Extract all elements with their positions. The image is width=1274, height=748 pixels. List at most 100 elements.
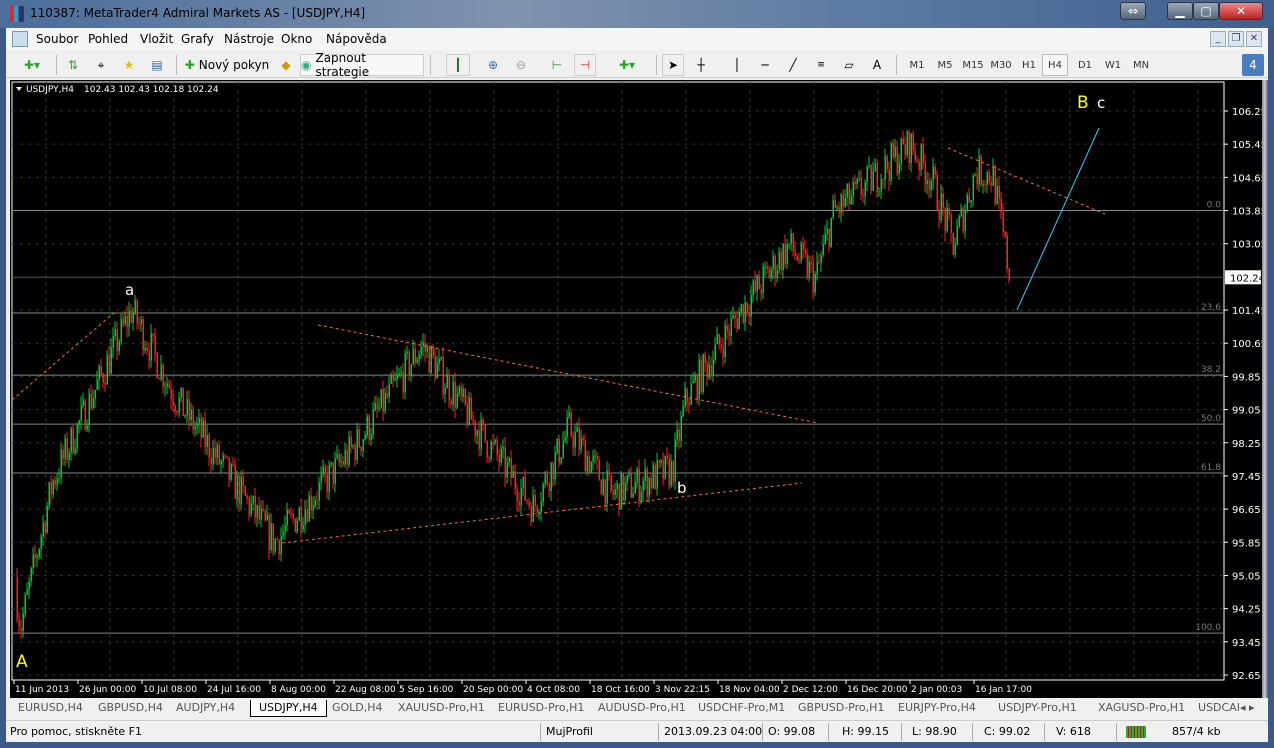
new-order-button[interactable]: ✚ Nový pokyn [184, 58, 270, 72]
zoom-in-icon[interactable]: ⊕ [487, 58, 499, 72]
resize-button[interactable]: ⇔ [1120, 2, 1146, 20]
horizontal-line-icon[interactable]: ─ [761, 58, 769, 72]
chart-tab[interactable]: EURJPY-Pro,H4 [898, 701, 976, 714]
candle-body [114, 329, 116, 337]
chart-tab[interactable]: XAUUSD-Pro,H1 [398, 701, 485, 714]
chart-tab[interactable]: GOLD,H4 [332, 701, 383, 714]
candle-body [856, 179, 858, 184]
candle-body [888, 169, 890, 181]
timeframe-h1[interactable]: H1 [1022, 59, 1036, 71]
vertical-scrollbar[interactable] [1262, 80, 1268, 698]
menu-vlozit[interactable]: Vložit [140, 32, 174, 46]
chart-tab[interactable]: AUDJPY,H4 [176, 701, 236, 714]
minimize-button[interactable]: ▁ [1167, 2, 1193, 20]
timeframe-h4[interactable]: H4 [1042, 54, 1068, 76]
timeframe-d1[interactable]: D1 [1077, 59, 1093, 71]
candle-body [990, 181, 992, 186]
candle-body [244, 486, 246, 496]
timeframe-mn[interactable]: MN [1132, 59, 1150, 71]
indicators-button[interactable]: ✚▾ [618, 58, 636, 72]
candle-body [954, 244, 956, 255]
menu-okno[interactable]: Okno [281, 32, 313, 46]
alert-icon[interactable]: ◆ [281, 58, 291, 72]
price-chart[interactable]: 106.25 105.45 104.65 103.85 103.05 101.45 100.… [10, 80, 1267, 698]
new-chart-button[interactable]: ✚▾ [23, 58, 41, 72]
timeframe-m15[interactable]: M15 [962, 59, 984, 71]
close-button[interactable]: ✕ [1219, 2, 1263, 20]
y-tick-label: 105.45 [1232, 140, 1262, 151]
zoom-out-icon[interactable]: ⊖ [515, 58, 527, 72]
menu-soubor[interactable]: Soubor [36, 32, 79, 46]
candle-body [656, 460, 658, 489]
chart-tab[interactable]: AUDUSD-Pro,H1 [598, 701, 686, 714]
chart-tab[interactable]: USDJPY-Pro,H1 [998, 701, 1077, 714]
timeframe-m30[interactable]: M30 [990, 59, 1012, 71]
profile-name[interactable]: MujProfil [546, 725, 593, 738]
y-tick-label: 97.45 [1232, 472, 1261, 483]
candle-body [562, 441, 564, 458]
chart-tab[interactable]: EURUSD-Pro,H1 [498, 701, 585, 714]
text-tool-button[interactable]: A [872, 58, 882, 72]
candle-body [356, 429, 358, 461]
market-watch-icon[interactable]: ⇅ [67, 58, 79, 72]
autoscroll-icon[interactable]: ⊣ [574, 54, 596, 76]
chart-tab[interactable]: USDJPY,H4 [250, 700, 327, 717]
timeframe-w1[interactable]: W1 [1104, 59, 1122, 71]
candle-body [232, 464, 234, 466]
mdi-restore-button[interactable]: ❐ [1228, 31, 1244, 47]
chart-shift-icon[interactable]: ⊢ [551, 58, 563, 72]
candle-body [766, 266, 768, 269]
navigator-crosshair-icon[interactable]: ⌖ [97, 57, 105, 72]
candle-body [200, 418, 202, 438]
candle-body [96, 380, 98, 390]
fibonacci-label: 100.0 [1195, 623, 1221, 633]
mdi-minimize-button[interactable]: _ [1210, 31, 1226, 47]
mdi-close-button[interactable]: ✕ [1246, 31, 1262, 47]
candle-body [236, 476, 238, 500]
timeframe-m5[interactable]: M5 [937, 59, 953, 71]
candlestick-chart-button[interactable]: ┃ [446, 54, 470, 76]
chart-tab[interactable]: GBPUSD-Pro,H1 [798, 701, 885, 714]
crosshair-icon[interactable]: ┼ [697, 58, 705, 72]
candle-body [764, 266, 766, 268]
candle-body [560, 457, 562, 464]
menu-napoveda[interactable]: Nápověda [326, 32, 387, 46]
chart-tab[interactable]: GBPUSD,H4 [98, 701, 163, 714]
candle-body [408, 351, 410, 377]
cursor-icon[interactable]: ➤ [662, 54, 684, 76]
candle-body [964, 210, 966, 231]
candle-body [146, 347, 148, 351]
candle-body [320, 474, 322, 483]
candle-body [634, 482, 636, 494]
candle-body [508, 458, 510, 463]
chart-tab[interactable]: EURUSD,H4 [18, 701, 83, 714]
new-order-icon: ✚ [184, 58, 195, 72]
chart-tab[interactable]: USDCAI [1198, 701, 1240, 714]
channel-icon[interactable]: ▱ [844, 58, 854, 72]
notifications-button[interactable]: 4 [1242, 54, 1264, 76]
candle-body [102, 374, 104, 383]
candle-body [274, 539, 276, 552]
menu-grafy[interactable]: Grafy [181, 32, 214, 46]
candle-body [556, 438, 558, 453]
terminal-icon[interactable]: ▤ [151, 58, 163, 72]
candle-body [870, 165, 872, 191]
candle-body [536, 505, 538, 513]
candle-body [346, 450, 348, 465]
candle-body [740, 304, 742, 313]
vertical-line-icon[interactable]: │ [733, 58, 741, 72]
candle-body [120, 318, 122, 342]
candle-body [814, 274, 816, 292]
autotrading-button[interactable]: ◉ Zapnout strategie [300, 51, 424, 79]
chart-tab[interactable]: USDCHF-Pro,M1 [698, 701, 786, 714]
candle-body [494, 439, 496, 443]
fibonacci-icon[interactable]: ≡ [817, 60, 825, 70]
maximize-button[interactable]: ▢ [1193, 2, 1219, 20]
timeframe-m1[interactable]: M1 [909, 59, 925, 71]
menu-nastroje[interactable]: Nástroje [224, 32, 275, 46]
menu-pohled[interactable]: Pohled [88, 32, 129, 46]
tab-scroll-arrows[interactable]: ◂ ▸ [1240, 701, 1255, 714]
trendline-icon[interactable]: ╱ [789, 58, 797, 72]
favorites-folder-icon[interactable]: ★ [123, 58, 135, 72]
chart-tab[interactable]: XAGUSD-Pro,H1 [1098, 701, 1186, 714]
